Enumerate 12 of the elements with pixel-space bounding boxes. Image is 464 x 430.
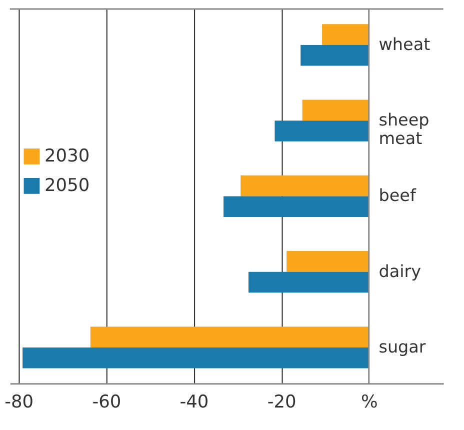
x-tick-label: -20 — [267, 392, 296, 413]
x-tick-label: -40 — [180, 392, 209, 413]
x-tick-label: % — [360, 392, 378, 413]
legend-label: 2030 — [44, 146, 90, 166]
y-tick-label: dairy — [378, 260, 422, 281]
y-tick-label: sugar — [378, 336, 426, 356]
x-tick-label: -80 — [4, 392, 34, 413]
y-tick-label: sheep meat — [378, 110, 430, 148]
legend-label: 2050 — [44, 176, 90, 196]
x-tick-label: -60 — [92, 392, 122, 413]
y-tick-label: wheat — [378, 34, 431, 54]
y-tick-label: beef — [378, 185, 417, 206]
